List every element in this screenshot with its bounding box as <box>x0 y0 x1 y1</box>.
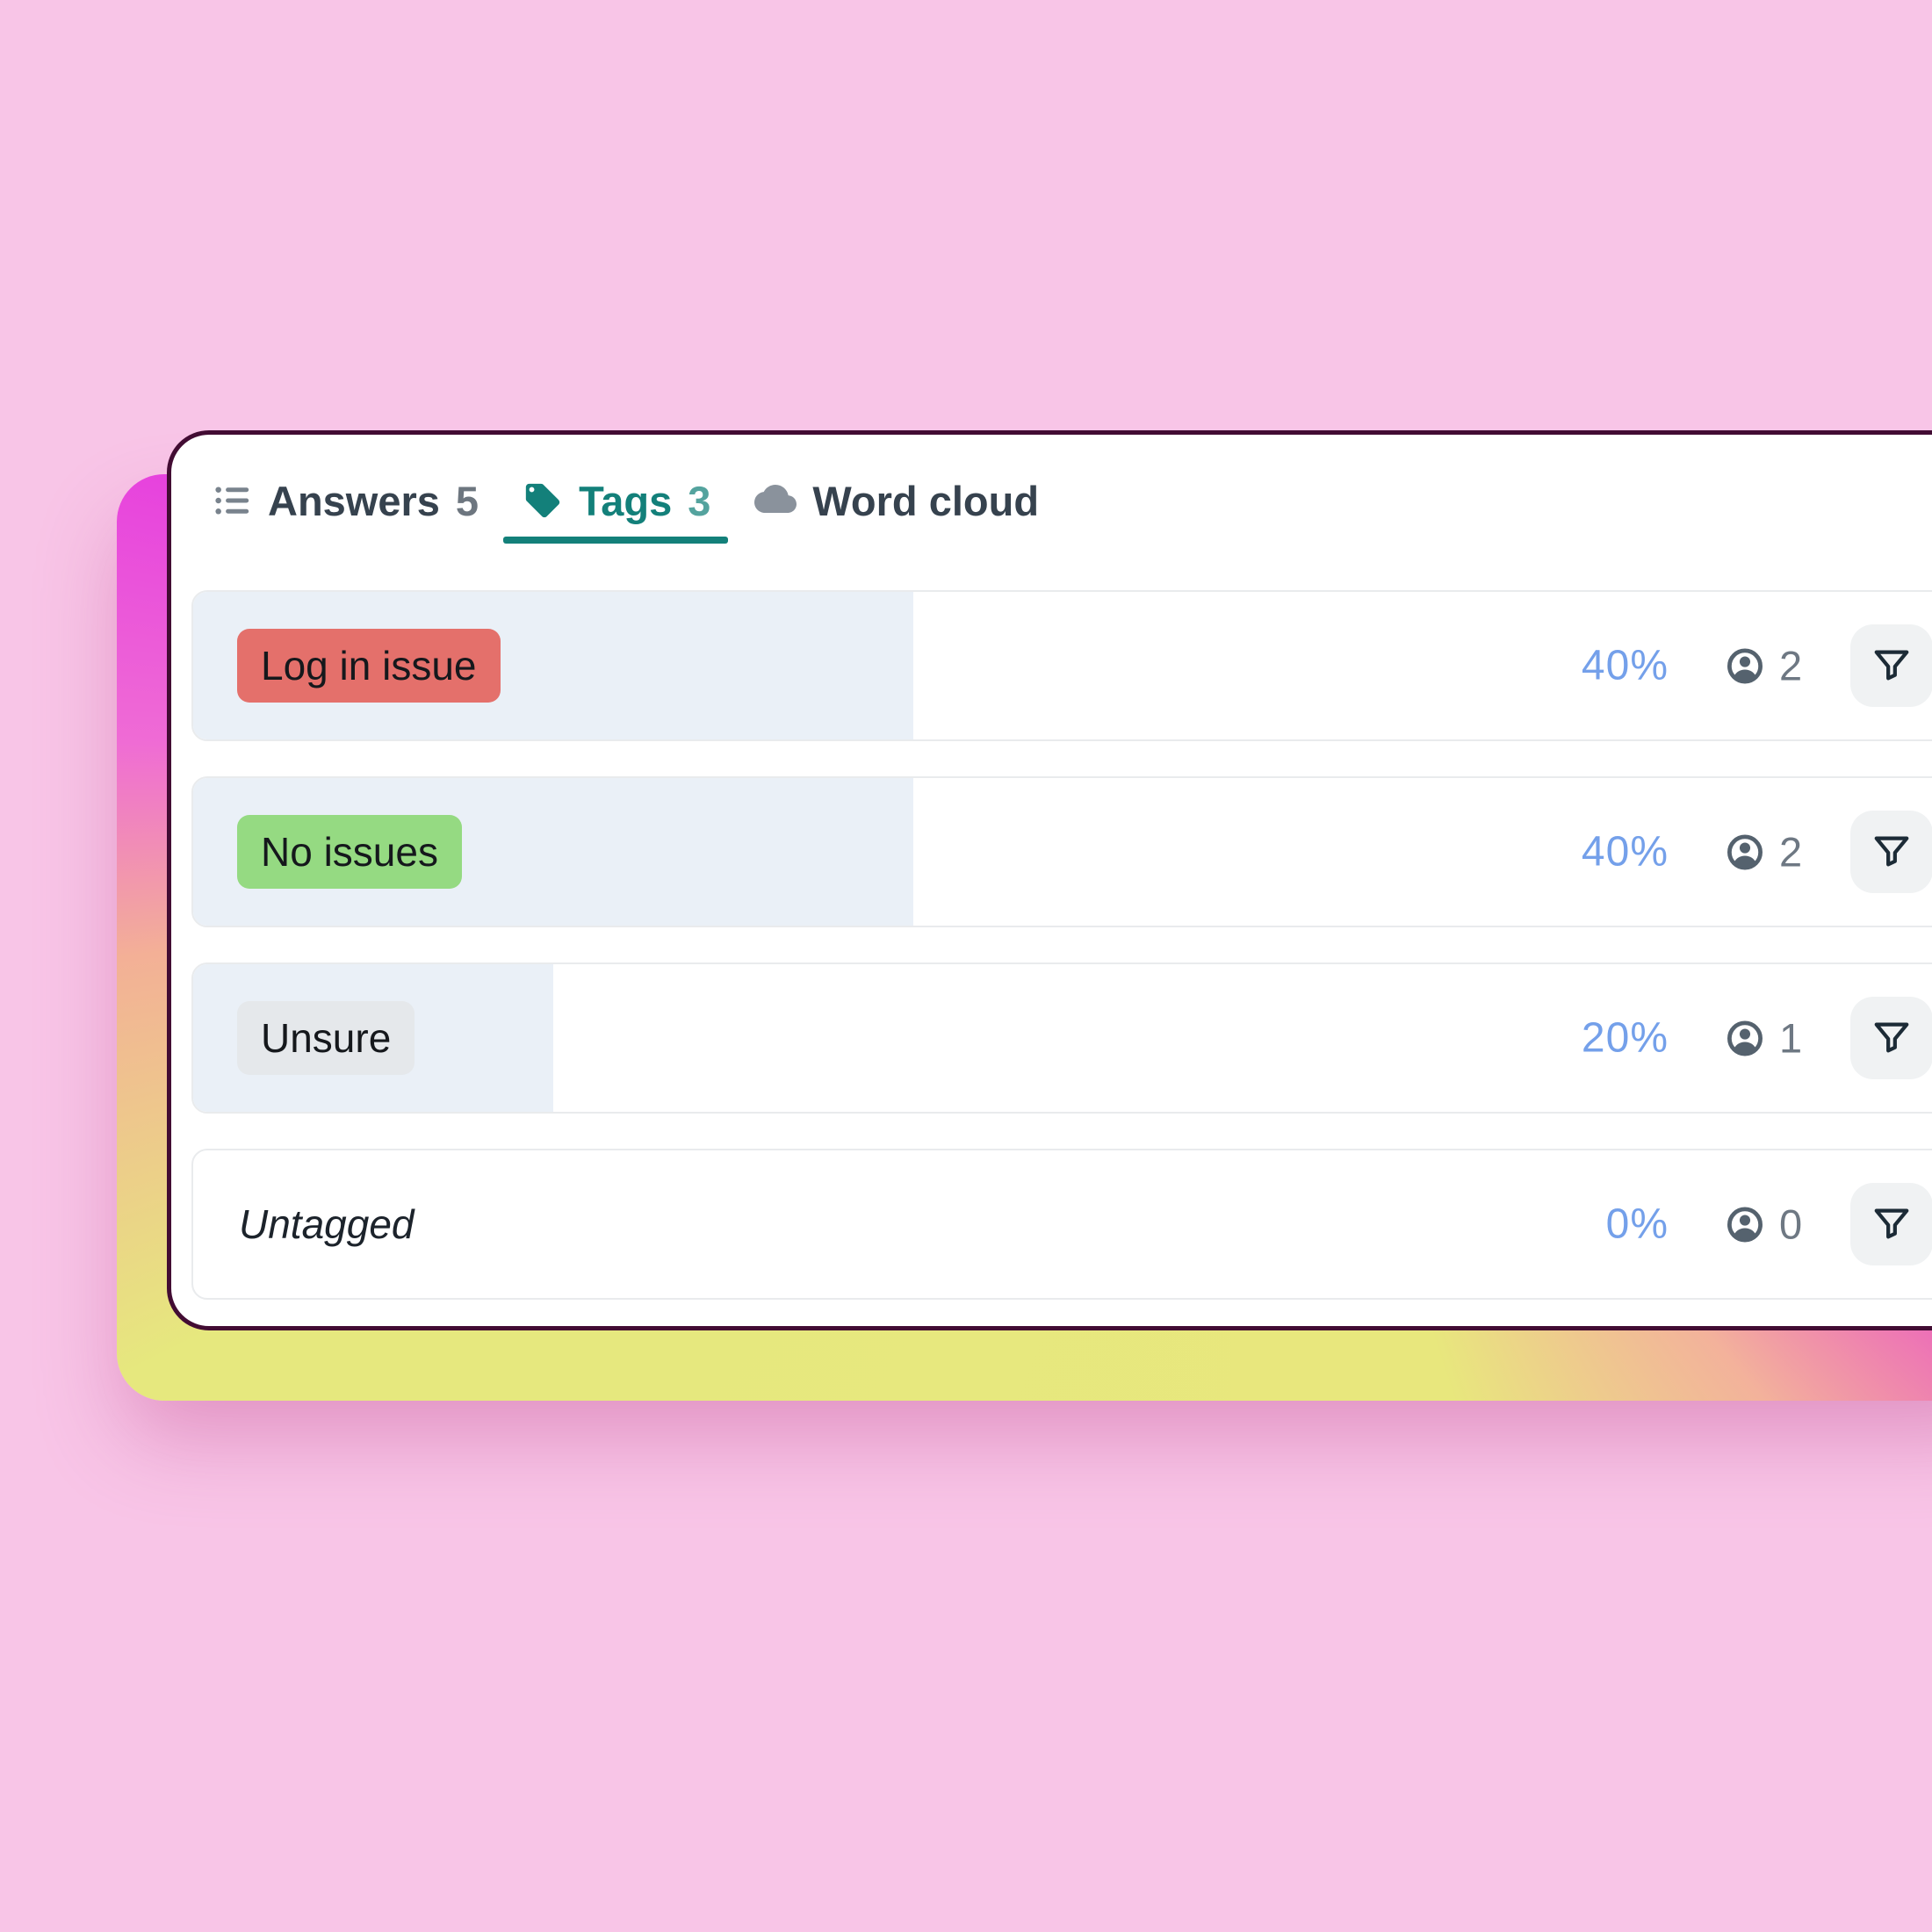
tab-answers[interactable]: Answers 5 <box>212 473 479 528</box>
tag-icon <box>523 480 563 521</box>
tag-badge: Log in issue <box>237 629 501 703</box>
respondent-count: 2 <box>1726 642 1802 690</box>
filter-button[interactable] <box>1850 624 1932 707</box>
respondent-count-value: 0 <box>1779 1200 1803 1248</box>
tab-word-cloud-label: Word cloud <box>812 477 1040 524</box>
person-icon <box>1727 1020 1763 1056</box>
tag-percentage: 20% <box>1581 1014 1669 1062</box>
respondent-count-value: 1 <box>1779 1014 1803 1062</box>
tag-badge: Unsure <box>237 1001 415 1075</box>
tab-tags[interactable]: Tags 3 <box>503 473 729 544</box>
tag-row: No issues 40% 2 <box>191 776 1932 927</box>
person-icon <box>1727 648 1763 683</box>
tab-tags-count: 3 <box>688 477 711 524</box>
results-tabs: Answers 5 Tags 3 Word cloud <box>212 473 1039 544</box>
filter-button[interactable] <box>1850 811 1932 893</box>
filter-icon <box>1874 650 1909 681</box>
tag-row: Unsure 20% 1 <box>191 962 1932 1114</box>
tag-rows: Log in issue 40% 2 No issues 40% <box>191 590 1932 1300</box>
tab-answers-label: Answers <box>268 477 440 524</box>
person-icon <box>1727 834 1763 869</box>
filter-icon <box>1874 1208 1909 1239</box>
tag-row-untagged: Untagged 0% 0 <box>191 1149 1932 1300</box>
tag-percentage: 40% <box>1581 828 1669 876</box>
tag-percentage: 0% <box>1605 1200 1669 1248</box>
cloud-icon <box>754 479 797 522</box>
tag-badge: No issues <box>237 815 462 889</box>
tab-answers-count: 5 <box>455 477 479 524</box>
respondent-count: 2 <box>1726 828 1802 876</box>
list-icon <box>212 480 252 521</box>
tab-tags-label: Tags <box>579 477 673 524</box>
filter-button[interactable] <box>1850 1183 1932 1265</box>
filter-icon <box>1874 1022 1909 1053</box>
respondent-count: 0 <box>1726 1200 1802 1249</box>
untagged-label: Untagged <box>239 1201 415 1247</box>
tag-row: Log in issue 40% 2 <box>191 590 1932 741</box>
respondent-count-value: 2 <box>1779 828 1803 876</box>
respondent-count-value: 2 <box>1779 642 1803 689</box>
results-card: Answers 5 Tags 3 Word cloud Log in is <box>167 430 1932 1330</box>
filter-icon <box>1874 836 1909 867</box>
tag-percentage: 40% <box>1581 642 1669 689</box>
person-icon <box>1727 1207 1763 1242</box>
tab-word-cloud[interactable]: Word cloud <box>754 473 1039 528</box>
filter-button[interactable] <box>1850 997 1932 1079</box>
respondent-count: 1 <box>1726 1014 1802 1063</box>
